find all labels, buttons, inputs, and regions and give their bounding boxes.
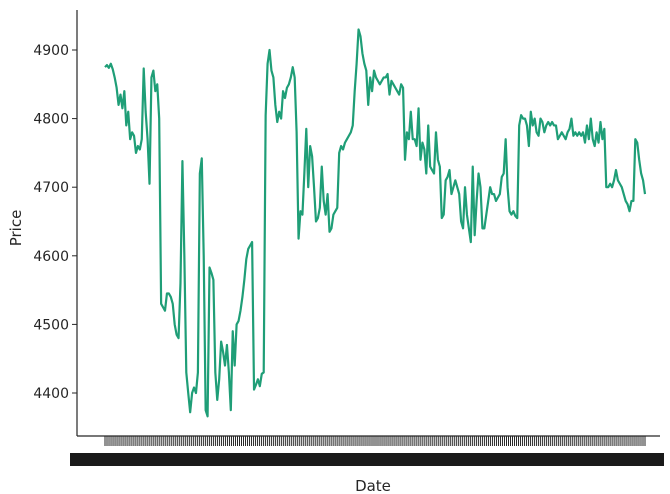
y-tick-label: 4800 xyxy=(33,112,69,128)
price-series-line xyxy=(104,28,647,418)
y-axis-ticks: 4400 4500 4600 4700 4800 4900 xyxy=(33,43,77,402)
y-tick-label: 4900 xyxy=(33,43,69,59)
x-tick-labels-overlap xyxy=(70,453,664,466)
y-tick-label: 4400 xyxy=(33,386,69,402)
y-axis-label: Price xyxy=(7,210,25,247)
x-axis-label: Date xyxy=(355,477,391,494)
y-tick-label: 4700 xyxy=(33,180,69,196)
x-axis-ticks xyxy=(70,436,664,466)
y-tick-label: 4600 xyxy=(33,249,69,265)
y-tick-label: 4500 xyxy=(33,317,69,333)
